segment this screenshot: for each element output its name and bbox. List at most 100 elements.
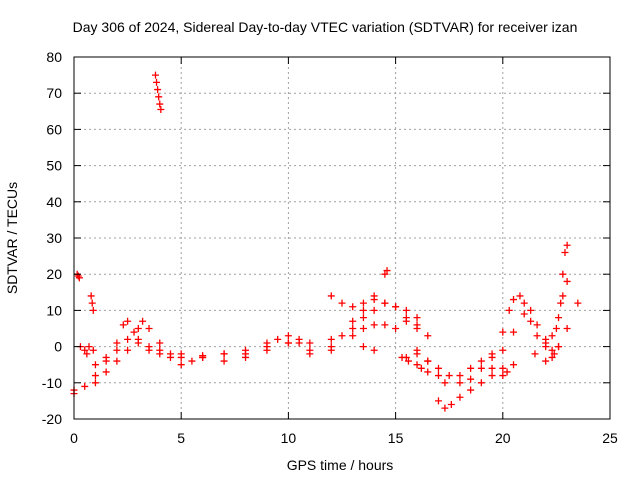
data-point	[413, 361, 421, 369]
data-point	[75, 274, 83, 282]
y-tick-label: 10	[46, 302, 62, 318]
data-point	[563, 325, 571, 332]
y-tick-label: 70	[46, 85, 62, 101]
data-point	[130, 328, 138, 336]
data-point	[139, 317, 147, 325]
data-point	[392, 303, 400, 311]
data-point	[242, 350, 250, 358]
data-point	[467, 364, 475, 372]
data-point	[456, 379, 464, 387]
data-point	[548, 346, 556, 354]
data-point	[274, 335, 282, 343]
data-point	[510, 328, 518, 336]
data-point	[85, 343, 93, 351]
data-point	[284, 332, 292, 340]
data-point	[441, 379, 449, 387]
y-tick-label: -20	[42, 411, 62, 427]
data-point	[574, 299, 582, 307]
series-arc-F	[402, 299, 582, 387]
data-point	[349, 325, 357, 332]
y-tick-label: 20	[46, 266, 62, 282]
data-point	[145, 346, 153, 354]
y-tick-label: 40	[46, 194, 62, 210]
data-point	[338, 332, 346, 340]
data-point	[499, 372, 507, 380]
data-point	[503, 368, 511, 376]
y-tick-label: 30	[46, 230, 62, 246]
data-point	[306, 350, 314, 358]
data-point	[488, 372, 496, 380]
data-point	[563, 277, 571, 285]
series-arc-G	[434, 361, 518, 412]
data-point	[349, 303, 357, 311]
data-point	[349, 332, 357, 340]
data-point	[548, 332, 556, 340]
data-point	[113, 357, 121, 365]
data-point	[220, 350, 228, 358]
data-point	[499, 364, 507, 372]
data-point	[89, 346, 97, 354]
data-point	[520, 299, 528, 307]
series-arc-C	[76, 267, 391, 369]
data-point	[370, 306, 378, 314]
data-point	[531, 350, 539, 358]
data-point	[520, 310, 528, 318]
series-spike-0.2h	[73, 270, 83, 282]
data-point	[542, 357, 550, 365]
data-point	[359, 343, 367, 351]
data-point	[434, 372, 442, 380]
data-point	[177, 350, 185, 358]
data-point	[145, 325, 153, 332]
data-point	[477, 364, 485, 372]
series-arc-E	[413, 292, 563, 387]
data-point	[434, 397, 442, 405]
data-point	[505, 306, 513, 314]
data-point	[477, 379, 485, 387]
data-point	[102, 353, 110, 361]
data-point	[124, 335, 132, 343]
data-point	[124, 317, 132, 325]
data-point	[527, 317, 535, 325]
data-point	[83, 350, 91, 358]
data-point	[155, 93, 163, 101]
x-tick-label: 5	[177, 430, 185, 446]
x-tick-label: 25	[602, 430, 618, 446]
data-point	[392, 325, 400, 332]
series-spike-0.8h	[87, 292, 97, 314]
data-point	[327, 346, 335, 354]
y-tick-label: -10	[42, 375, 62, 391]
data-point	[359, 325, 367, 332]
data-points	[70, 71, 582, 412]
data-point	[91, 361, 99, 369]
data-point	[447, 401, 455, 409]
data-point	[424, 332, 432, 340]
data-point	[383, 267, 391, 275]
data-point	[113, 339, 121, 347]
series-arc-I	[542, 277, 571, 343]
data-point	[157, 105, 165, 113]
data-point	[370, 346, 378, 354]
data-point	[166, 353, 174, 361]
data-point	[499, 346, 507, 354]
data-point	[516, 292, 524, 300]
data-point	[124, 346, 132, 354]
data-point	[81, 382, 89, 390]
data-point	[456, 393, 464, 401]
data-point	[359, 306, 367, 314]
data-point	[402, 306, 410, 314]
data-point	[156, 350, 164, 358]
data-point	[555, 314, 563, 322]
x-tick-label: 15	[388, 430, 404, 446]
data-point	[306, 339, 314, 347]
chart-title: Day 306 of 2024, Sidereal Day-to-day VTE…	[73, 19, 578, 35]
data-point	[557, 299, 565, 307]
data-point	[370, 296, 378, 304]
data-point	[359, 299, 367, 307]
data-point	[441, 404, 449, 412]
y-axis-label: SDTVAR / TECUs	[4, 182, 20, 294]
y-axis-ticks: -20 -10 0 10 20 30 40 50 60 70 80	[42, 49, 610, 427]
data-point	[402, 314, 410, 322]
x-tick-label: 0	[70, 430, 78, 446]
data-point	[550, 350, 558, 358]
